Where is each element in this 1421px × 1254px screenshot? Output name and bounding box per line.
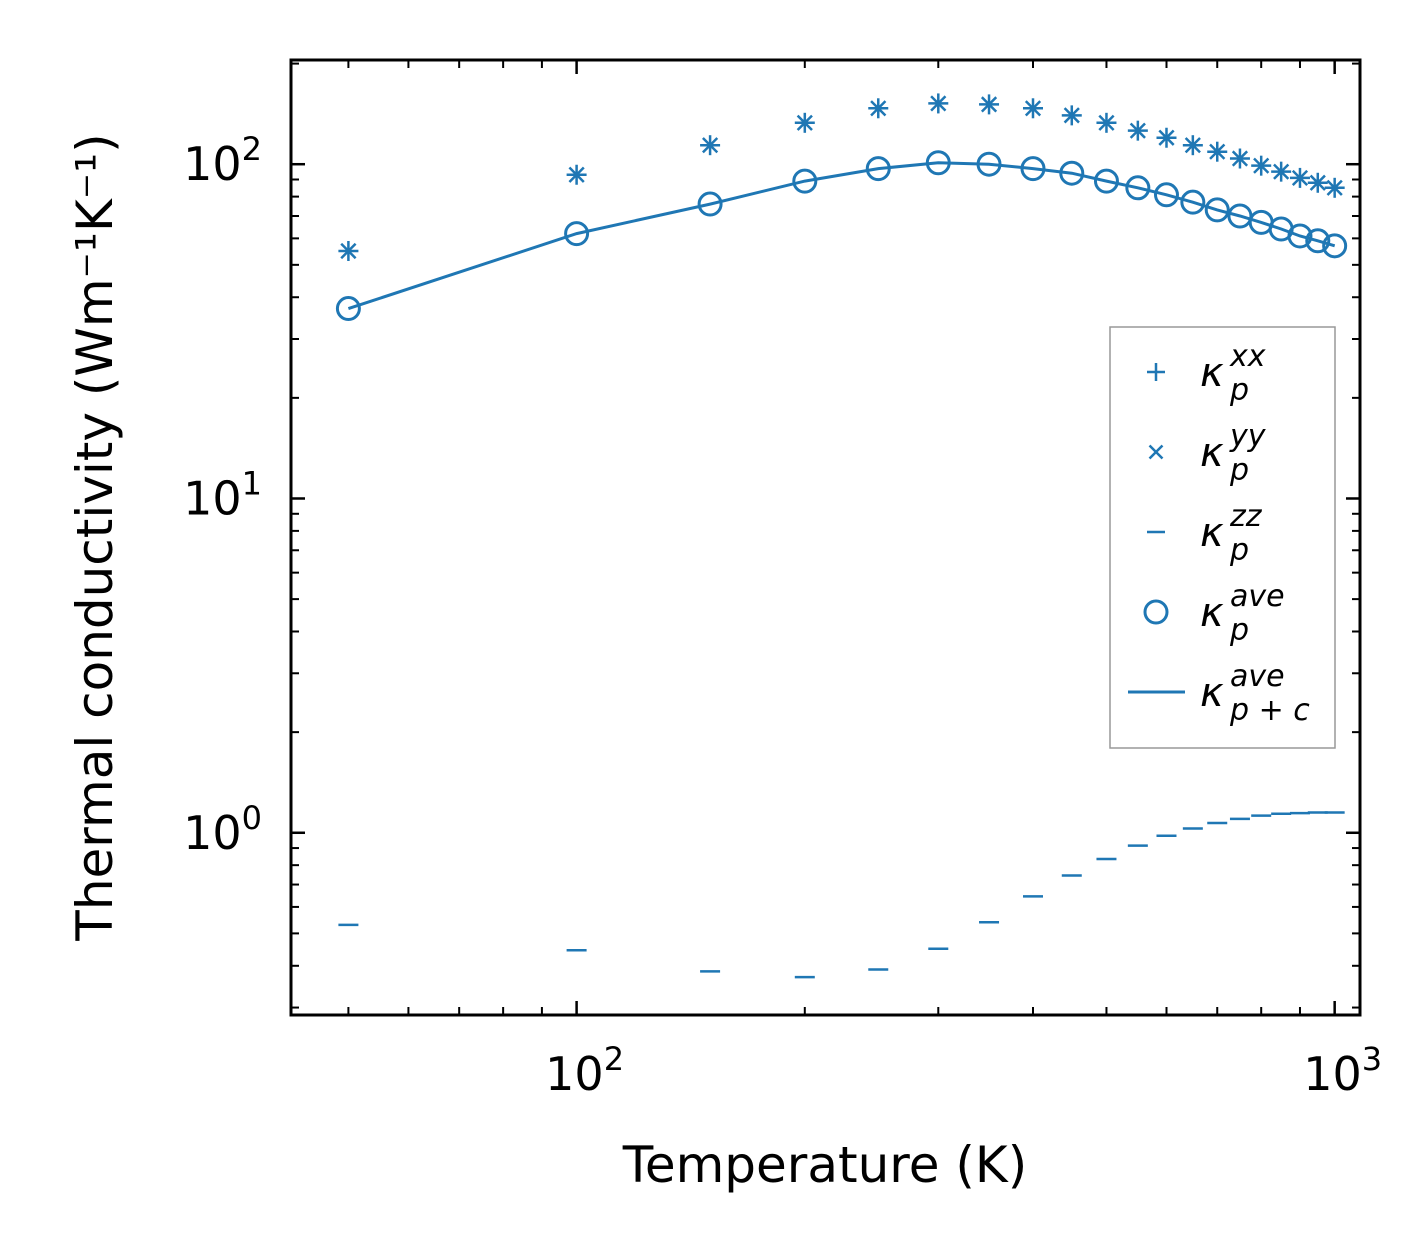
data-point xyxy=(1287,223,1313,249)
data-point xyxy=(340,242,357,260)
data-point xyxy=(796,114,813,131)
data-point-mark xyxy=(870,100,887,117)
data-point xyxy=(1063,107,1080,124)
series-1 xyxy=(340,95,1343,260)
legend-entry: κ ave p + c xyxy=(1128,659,1310,728)
data-point xyxy=(697,191,723,217)
legend-entry: κ zz p xyxy=(1147,499,1263,568)
legend-marker xyxy=(1148,444,1164,460)
data-point-mark xyxy=(1098,114,1115,131)
data-point xyxy=(1322,233,1348,259)
y-tick-label: 100 xyxy=(183,799,262,860)
legend-entry: κ yy p xyxy=(1148,419,1267,488)
data-point-mark xyxy=(1273,163,1290,180)
data-point xyxy=(568,166,585,183)
data-point xyxy=(1129,122,1146,139)
plot-frame xyxy=(289,58,1362,1017)
data-point-mark xyxy=(1209,143,1226,160)
x-tick-labels: 102 103 xyxy=(545,1040,1382,1101)
data-point xyxy=(1093,168,1119,194)
data-point xyxy=(980,96,998,113)
data-point xyxy=(1209,143,1226,160)
series-line xyxy=(347,161,1336,311)
series-layer xyxy=(335,93,1348,979)
data-point-mark xyxy=(1184,137,1201,154)
legend: κ xx p κ yy p κ zz p κ ave p κ ave p + c xyxy=(1109,326,1336,749)
data-point xyxy=(564,221,590,247)
series-4 xyxy=(347,161,1336,311)
data-point-mark xyxy=(1129,122,1146,139)
legend-label: κ zz p xyxy=(1200,499,1263,568)
data-point-mark xyxy=(702,137,719,154)
y-tick-labels: 100 101 102 xyxy=(183,130,262,860)
legend-entry: κ ave p xyxy=(1143,579,1285,648)
data-point-mark xyxy=(1326,179,1343,196)
data-point xyxy=(1326,179,1343,196)
data-point xyxy=(702,137,719,154)
data-point-mark xyxy=(1253,157,1270,174)
legend-entry: κ xx p xyxy=(1147,339,1266,408)
data-point-mark xyxy=(1153,182,1179,208)
data-point xyxy=(870,100,887,117)
data-point-mark xyxy=(340,242,357,260)
legend-marker xyxy=(1143,599,1169,625)
data-point-mark xyxy=(1024,100,1042,117)
x-tick-label: 103 xyxy=(1303,1040,1382,1101)
data-point xyxy=(1253,157,1270,174)
legend-label: κ yy p xyxy=(1200,419,1267,488)
data-point xyxy=(1273,163,1290,180)
data-point xyxy=(1231,150,1249,167)
data-point-mark xyxy=(1204,197,1230,223)
y-tick-label: 101 xyxy=(183,464,262,525)
data-point xyxy=(1291,169,1309,186)
data-point xyxy=(1098,114,1115,131)
data-point-mark xyxy=(1063,107,1080,124)
data-point xyxy=(1184,137,1201,154)
major-ticks xyxy=(291,60,1360,1015)
data-point-mark xyxy=(568,166,585,183)
data-point-mark xyxy=(1180,189,1206,215)
data-point-mark xyxy=(1093,168,1119,194)
data-point-mark xyxy=(1322,233,1348,259)
data-point-mark xyxy=(792,168,818,194)
data-point-mark xyxy=(564,221,590,247)
data-point-mark xyxy=(1231,150,1249,167)
legend-label: κ ave p + c xyxy=(1200,659,1310,728)
y-tick-label: 102 xyxy=(183,130,262,191)
data-point xyxy=(1158,129,1175,146)
data-point-mark xyxy=(930,95,947,112)
data-point-mark xyxy=(1305,228,1331,254)
x-axis-label: Temperature (K) xyxy=(622,1136,1027,1194)
data-point xyxy=(1305,228,1331,254)
data-point xyxy=(1204,197,1230,223)
data-point-mark xyxy=(1309,174,1326,191)
data-point-mark xyxy=(1287,223,1313,249)
data-point-mark xyxy=(1125,175,1151,201)
data-point xyxy=(1180,189,1206,215)
legend-label: κ ave p xyxy=(1200,579,1285,648)
data-point-mark xyxy=(1158,129,1175,146)
y-axis-label: Thermal conductivity (Wm⁻¹K⁻¹) xyxy=(66,133,124,941)
data-point-mark xyxy=(796,114,813,131)
legend-box xyxy=(1109,326,1336,749)
data-point xyxy=(792,168,818,194)
data-point xyxy=(1153,182,1179,208)
data-point xyxy=(1125,175,1151,201)
data-point-mark xyxy=(980,96,998,113)
series-2 xyxy=(338,811,1345,979)
series-3 xyxy=(335,150,1348,322)
data-point-mark xyxy=(1291,169,1309,186)
x-tick-label: 102 xyxy=(545,1040,624,1101)
data-point xyxy=(335,296,361,322)
data-point-mark xyxy=(335,296,361,322)
data-point xyxy=(930,95,947,112)
data-point-mark xyxy=(697,191,723,217)
legend-label: κ xx p xyxy=(1200,339,1266,408)
data-point xyxy=(1309,174,1326,191)
data-point xyxy=(1024,100,1042,117)
